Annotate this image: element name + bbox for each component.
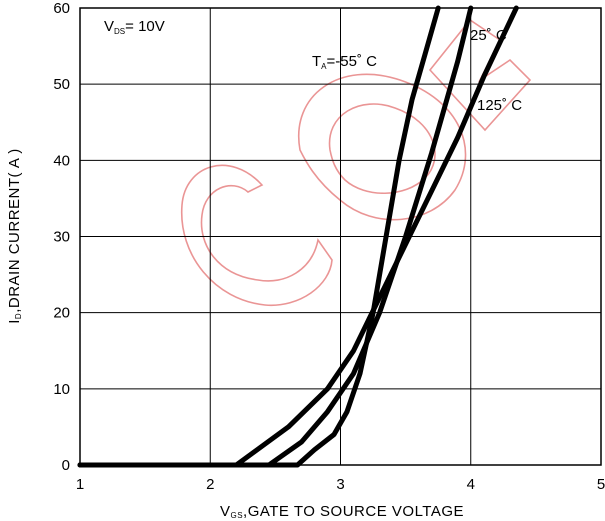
x-tick-label: 5 (597, 476, 605, 493)
y-tick-label: 0 (62, 457, 70, 474)
y-tick-label: 30 (53, 229, 70, 246)
watermark-logo (180, 18, 532, 306)
plot-frame (79, 7, 602, 466)
x-tick-labels: 1 2 3 4 5 (76, 476, 605, 493)
x-tick-label: 1 (76, 476, 84, 493)
y-tick-label: 50 (53, 76, 70, 93)
y-tick-label: 60 (53, 0, 70, 17)
series-label-125: 125˚ C (477, 97, 522, 114)
series-line-2 (77, 5, 519, 468)
x-tick-label: 2 (206, 476, 214, 493)
x-tick-label: 3 (336, 476, 344, 493)
data-series (77, 5, 519, 468)
y-tick-label: 20 (53, 305, 70, 322)
plot-border (79, 7, 602, 466)
series-label-minus55: TA=-55˚ C (312, 53, 377, 71)
series-label-25: 25˚ C (470, 27, 507, 44)
condition-label: VDS= 10V (104, 18, 165, 36)
x-tick-label: 4 (467, 476, 475, 493)
y-axis-title: ID,DRAIN CURRENT( A ) (6, 148, 23, 323)
x-axis-title: VGS,GATE TO SOURCE VOLTAGE (220, 503, 464, 520)
y-tick-labels: 0 10 20 30 40 50 60 (53, 0, 70, 474)
series-line-1 (77, 5, 474, 468)
y-tick-label: 10 (53, 381, 70, 398)
y-tick-label: 40 (53, 152, 70, 169)
